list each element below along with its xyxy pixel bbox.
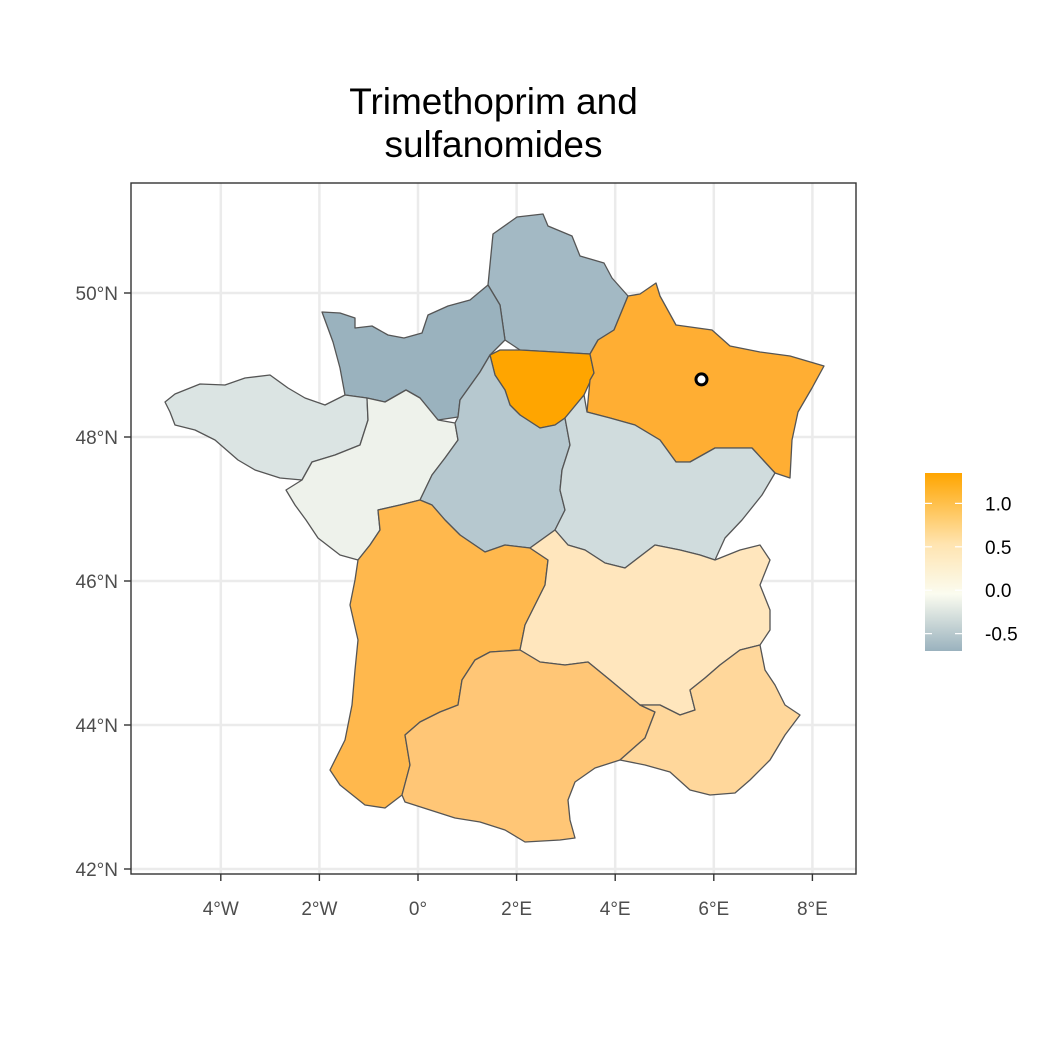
legend-tick-label: 0.5 — [985, 538, 1011, 559]
survey-point — [694, 372, 709, 387]
region-bourgogne-franche-comte — [554, 394, 776, 569]
legend-colorbar — [925, 473, 962, 651]
y-tick-label: 42°N — [76, 860, 118, 881]
x-tick-label: 6°E — [698, 899, 729, 920]
legend-tick-label: -0.5 — [985, 625, 1018, 646]
x-tick-label: 2°W — [301, 899, 337, 920]
x-tick-label: 8°E — [797, 899, 828, 920]
x-tick-label: 2°E — [501, 899, 532, 920]
region-occitanie — [401, 649, 656, 843]
y-tick-label: 48°N — [76, 428, 118, 449]
x-tick-label: 0° — [409, 899, 427, 920]
survey-point-marker — [694, 372, 709, 387]
legend-tick-label: 1.0 — [985, 494, 1011, 515]
y-tick-label: 46°N — [76, 572, 118, 593]
legend-tick-label: 0.0 — [985, 581, 1011, 602]
x-tick-label: 4°E — [600, 899, 631, 920]
color-legend: 1.0 0.5 0.0 -0.5 — [925, 473, 1018, 651]
y-tick-label: 44°N — [76, 716, 118, 737]
x-tick-label: 4°W — [203, 899, 239, 920]
y-tick-label: 50°N — [76, 284, 118, 305]
region-paca — [619, 644, 801, 796]
x-axis: 4°W 2°W 0° 2°E 4°E 6°E 8°E — [203, 874, 828, 920]
panel-border — [130, 182, 857, 875]
title-line-1: Trimethoprim and — [349, 81, 638, 122]
legend-ticks: 1.0 0.5 0.0 -0.5 — [925, 494, 1018, 646]
title-line-2: sulfanomides — [384, 124, 603, 165]
chart-title: Trimethoprim and sulfanomides — [131, 80, 856, 166]
regions — [164, 213, 825, 843]
map-panel — [130, 182, 857, 875]
y-axis: 50°N 48°N 46°N 44°N 42°N — [76, 284, 131, 881]
